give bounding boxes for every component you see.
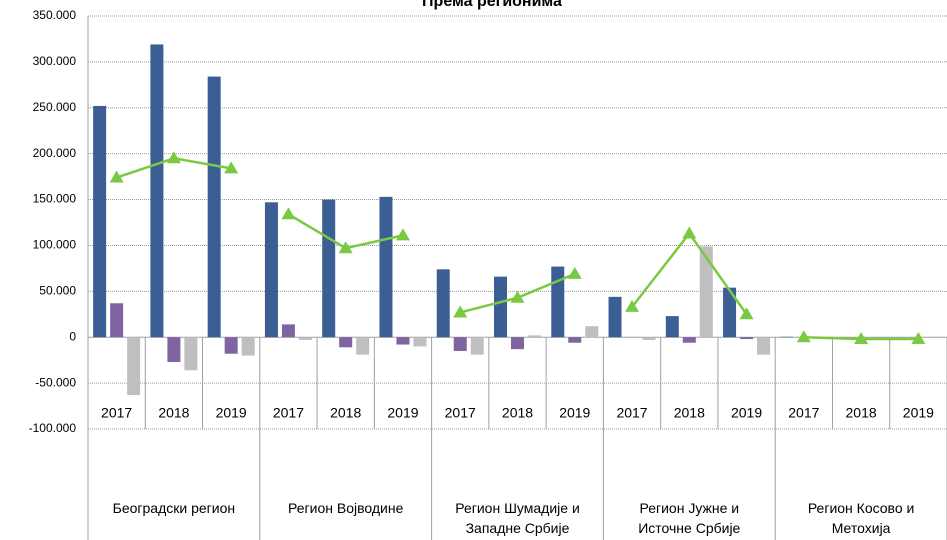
bar [379, 196, 393, 338]
x-tick-label: 2019 [903, 405, 934, 421]
marker [567, 266, 582, 279]
bar [264, 202, 278, 338]
marker [281, 207, 296, 220]
group-label: Регион Косово и Метохија [807, 500, 915, 536]
y-tick-label: -50.000 [35, 375, 76, 389]
x-tick-label: 2019 [731, 405, 762, 421]
bar [298, 337, 312, 340]
marker [625, 299, 640, 312]
bar [110, 303, 124, 338]
marker [510, 290, 525, 303]
x-tick-label: 2018 [330, 405, 361, 421]
bar [699, 246, 713, 338]
x-tick-label: 2017 [101, 405, 132, 421]
x-tick-label: 2018 [674, 405, 705, 421]
bar [511, 337, 524, 350]
bar [608, 296, 622, 338]
marker [109, 170, 124, 183]
bar [642, 337, 656, 340]
y-tick-label: 150.000 [33, 192, 77, 206]
marker [338, 241, 353, 254]
bar [436, 269, 450, 338]
bar [682, 337, 696, 343]
group-label: Београдски регион [112, 500, 236, 516]
chart-title: Према регионима [422, 0, 562, 10]
x-tick-label: 2018 [846, 405, 877, 421]
bar [723, 287, 737, 338]
y-tick-label: 250.000 [33, 100, 77, 114]
group-label: Регион Војводине [288, 500, 404, 516]
bar [241, 337, 255, 356]
x-tick-label: 2017 [788, 405, 819, 421]
marker [166, 151, 181, 164]
marker [796, 330, 811, 343]
bar [93, 105, 107, 338]
group-label: Регион Јужне и Источне Србије [638, 500, 741, 536]
bar [281, 324, 295, 338]
bar [150, 44, 164, 338]
y-tick-label: 50.000 [39, 284, 76, 298]
bar [740, 337, 754, 340]
marker [682, 226, 697, 239]
bar [470, 337, 484, 355]
marker [453, 305, 468, 318]
y-tick-label: 350.000 [33, 8, 77, 22]
y-tick-label: -100.000 [29, 421, 77, 435]
x-tick-label: 2019 [559, 405, 590, 421]
marker [395, 228, 410, 241]
x-tick-label: 2017 [273, 405, 304, 421]
bar [167, 337, 181, 363]
bar [413, 337, 427, 347]
bar [224, 337, 238, 354]
bar [356, 337, 370, 355]
bar [184, 337, 198, 371]
bar [528, 335, 541, 338]
marker [911, 332, 926, 345]
bar [127, 337, 141, 396]
x-tick-label: 2019 [216, 405, 247, 421]
bar [322, 199, 336, 338]
bar [396, 337, 410, 345]
bar [568, 337, 582, 343]
x-tick-label: 2018 [502, 405, 533, 421]
x-tick-label: 2018 [158, 405, 189, 421]
bar [207, 76, 221, 338]
bar [585, 326, 599, 338]
marker [854, 332, 869, 345]
bar [757, 337, 771, 355]
x-tick-label: 2017 [445, 405, 476, 421]
bar [453, 337, 467, 351]
bar [665, 316, 679, 338]
group-label: Регион Шумадије и Западне Србије [455, 500, 580, 536]
y-tick-label: 200.000 [33, 146, 77, 160]
x-tick-label: 2017 [616, 405, 647, 421]
marker [739, 307, 754, 320]
x-tick-label: 2019 [387, 405, 418, 421]
y-tick-label: 300.000 [33, 54, 77, 68]
bar [551, 266, 565, 338]
bar [494, 276, 507, 338]
marker [224, 161, 239, 174]
y-tick-label: 100.000 [33, 238, 77, 252]
y-tick-label: 0 [69, 329, 76, 343]
bar [339, 337, 353, 348]
